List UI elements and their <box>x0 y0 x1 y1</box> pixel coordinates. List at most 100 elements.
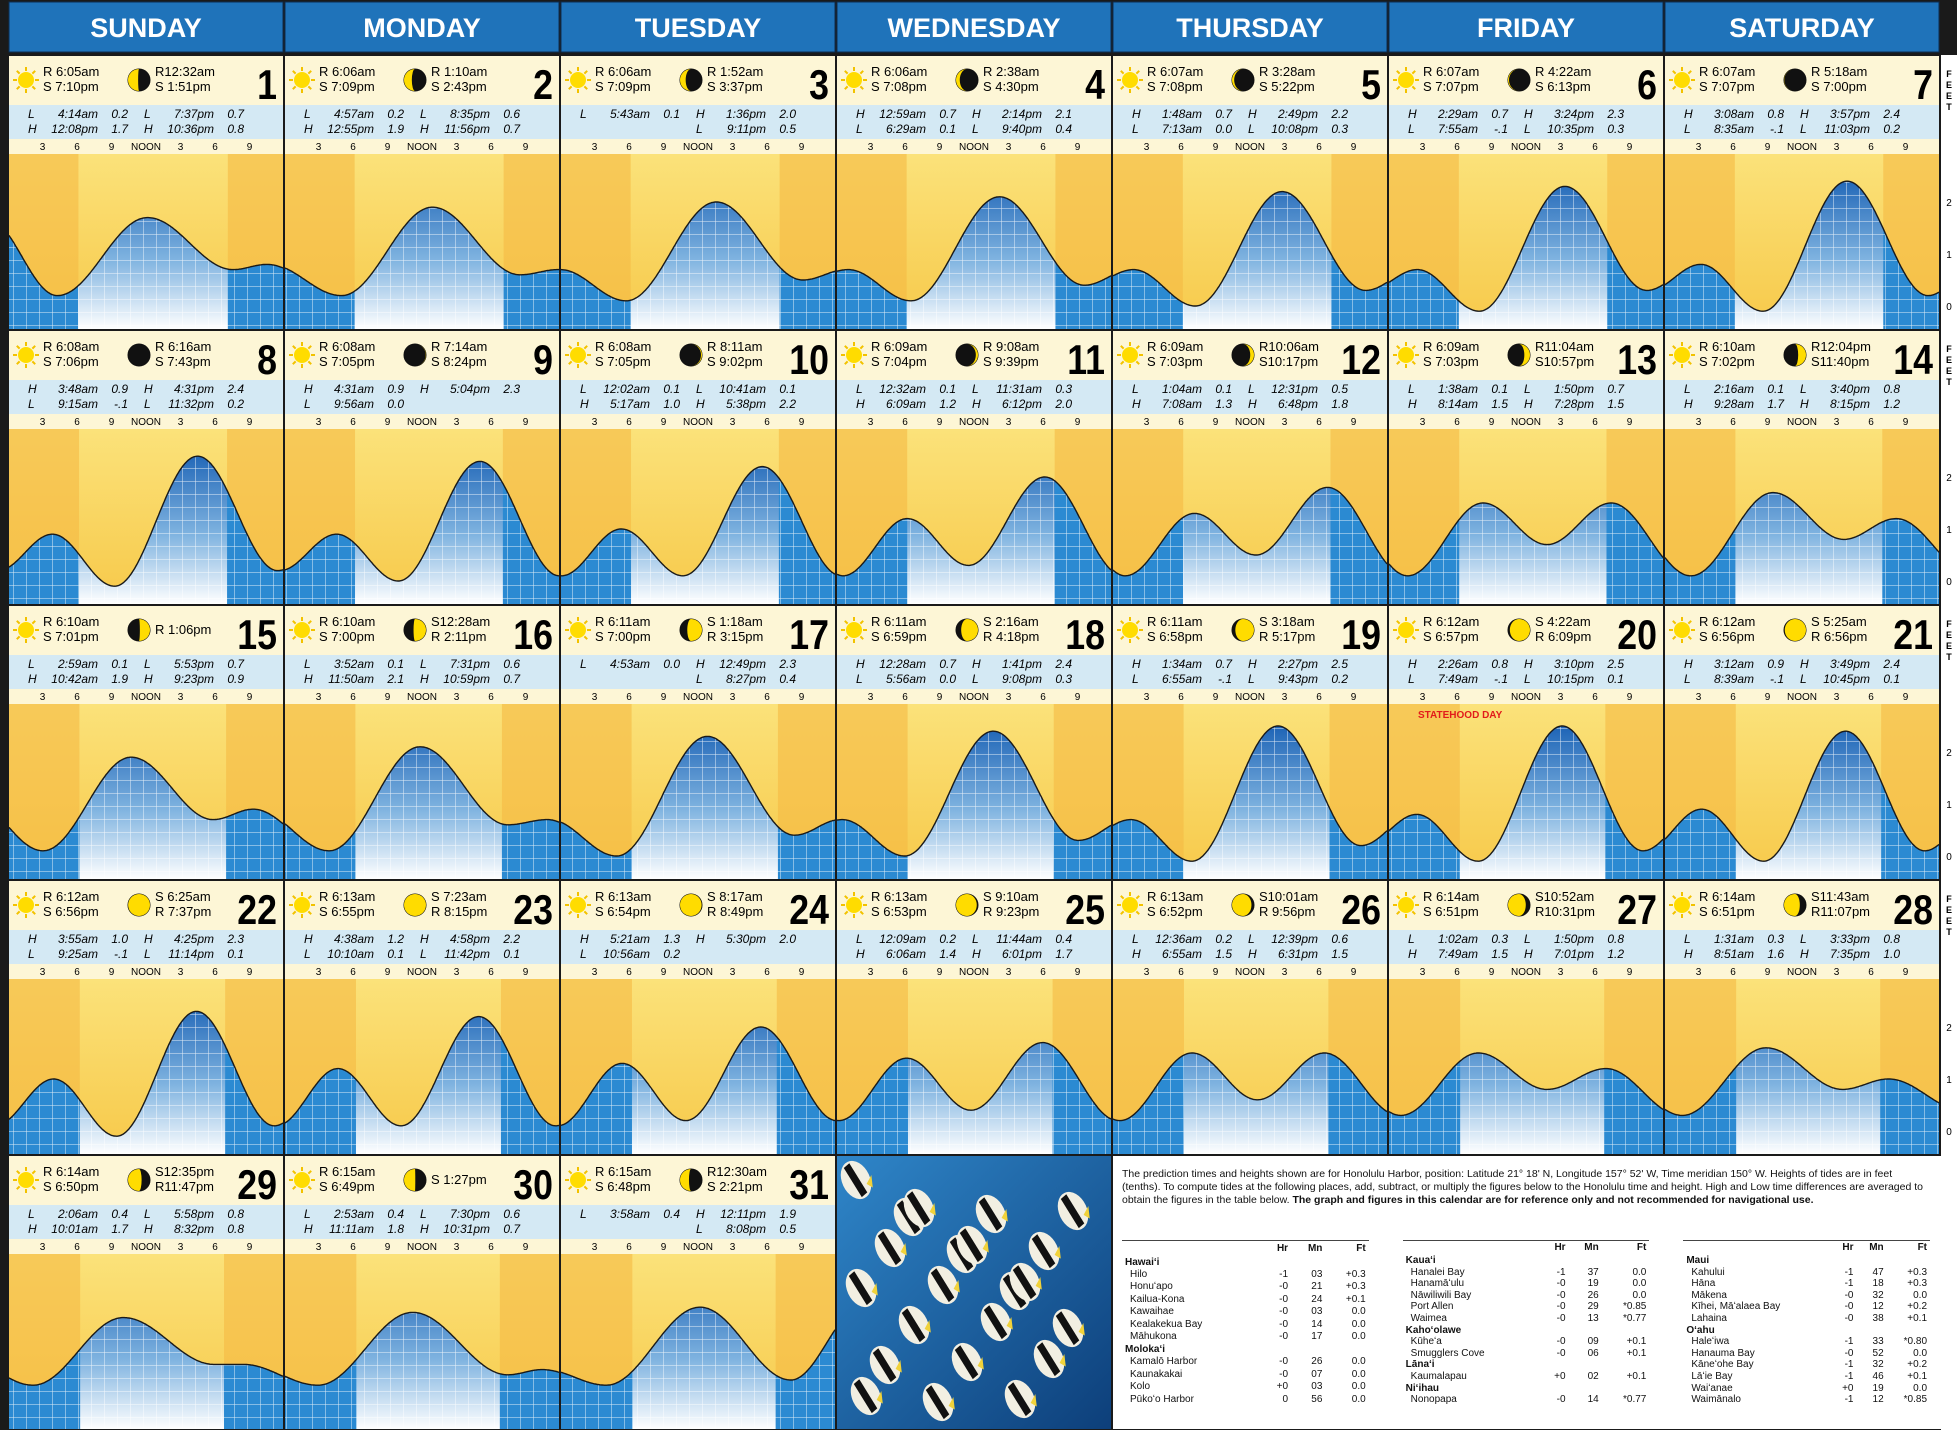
hour-label: 3 <box>730 417 736 428</box>
tide-height: 0.3 <box>1055 672 1072 686</box>
station-value: +0.1 <box>1907 1370 1928 1382</box>
hour-label: 6 <box>1316 417 1322 428</box>
hour-label: 6 <box>1592 967 1598 978</box>
station-row: Hanamāʻulu -0 19 0.0 <box>1403 1278 1650 1290</box>
sun-time: R 6:06am <box>595 64 651 79</box>
fish-fin <box>1078 1323 1085 1336</box>
station-value: 38 <box>1872 1312 1884 1324</box>
tide-band <box>1389 105 1663 139</box>
day-number: 8 <box>257 337 277 383</box>
station-value: 0 <box>1282 1393 1289 1405</box>
tide-time: 1:02am <box>1438 932 1478 946</box>
tide-band <box>1113 380 1387 414</box>
hour-label: 6 <box>1868 692 1874 703</box>
tide-height: 1.5 <box>1331 947 1348 961</box>
fish-fin <box>977 1357 984 1370</box>
station-value: +0.1 <box>1626 1336 1647 1348</box>
tide-time: 6:09am <box>886 397 926 411</box>
hour-band <box>837 689 1111 704</box>
station-row: Waiʻanae +0 19 0.0 <box>1683 1383 1930 1395</box>
station-value: -0 <box>1279 1368 1289 1380</box>
station-value: +0.3 <box>1907 1278 1928 1290</box>
tide-time: 6:01pm <box>1002 947 1042 961</box>
sun-ray <box>568 70 573 75</box>
tide-height: 1.6 <box>1767 947 1784 961</box>
region-row: Molokaʻi <box>1122 1343 1369 1355</box>
hour-label: 9 <box>1765 142 1771 153</box>
tide-band <box>285 105 559 139</box>
hour-label: NOON <box>1235 417 1265 428</box>
tide-height: 2.3 <box>778 657 796 671</box>
station-column: Hr Mn Ft Hawaiʻi Hilo -1 03 +0.3 Honuʻapo -0 21 +0.… <box>1122 1240 1369 1406</box>
sun-ray <box>16 345 21 350</box>
tide-band <box>1665 105 1939 139</box>
tide-height: 0.1 <box>387 947 404 961</box>
day-number: 12 <box>1341 337 1381 383</box>
hour-band <box>285 964 559 979</box>
tide-height: 0.1 <box>1215 382 1232 396</box>
moon-lit <box>1232 69 1243 92</box>
moon-time: S 1:51pm <box>155 79 211 94</box>
tide-height: 0.7 <box>503 1222 521 1236</box>
sun-ray <box>292 1185 297 1190</box>
hour-label: NOON <box>959 692 989 703</box>
station-value: -0 <box>1279 1293 1289 1305</box>
sun-ray <box>16 635 21 640</box>
feet-title: FEET <box>1944 344 1954 388</box>
tide-height: 0.0 <box>939 672 956 686</box>
hour-label: 3 <box>454 142 460 153</box>
hour-band <box>9 139 283 154</box>
tide-kind: L <box>1408 932 1415 946</box>
hour-band <box>9 964 283 979</box>
hour-label: 6 <box>74 1242 80 1253</box>
hour-label: 3 <box>40 692 46 703</box>
hour-label: 6 <box>212 692 218 703</box>
tide-time: 8:39am <box>1714 672 1754 686</box>
tide-height: 0.9 <box>111 382 128 396</box>
station-header-blank <box>1683 1240 1831 1255</box>
hour-label: 3 <box>454 417 460 428</box>
holiday-label: STATEHOOD DAY <box>1418 710 1503 721</box>
hour-label: 9 <box>247 142 253 153</box>
fish-stripe <box>1036 1342 1061 1377</box>
feet-label: 0 <box>1946 302 1952 313</box>
station-row: Lahaina -0 38 +0.1 <box>1683 1313 1930 1325</box>
tide-height: 0.7 <box>503 672 521 686</box>
station-value: -0 <box>1556 1289 1566 1301</box>
hour-label: 3 <box>316 967 322 978</box>
sun-time: R 6:07am <box>1147 64 1203 79</box>
station-row: Hanauma Bay -0 52 0.0 <box>1683 1348 1930 1360</box>
moon-time: R 1:10am <box>431 64 487 79</box>
sun-time: S 7:09pm <box>595 79 651 94</box>
sun-ray <box>292 85 297 90</box>
sun-ray <box>1120 70 1125 75</box>
sun-ray <box>859 360 864 365</box>
moon-lit <box>961 619 978 641</box>
sun-icon <box>570 622 586 638</box>
hour-label: NOON <box>1787 967 1817 978</box>
station-row: Haleʻiwa -1 33 *0.80 <box>1683 1336 1930 1348</box>
tide-time: 7:28pm <box>1554 397 1594 411</box>
hour-label: 6 <box>488 1242 494 1253</box>
sun-ray <box>859 620 864 625</box>
feet-label: 1 <box>1946 800 1952 811</box>
sun-icon <box>18 72 34 88</box>
sun-time: S 7:05pm <box>595 354 651 369</box>
station-name: Nāwiliwili Bay <box>1410 1289 1472 1301</box>
tide-height: 1.5 <box>1491 397 1508 411</box>
sun-icon <box>18 622 34 638</box>
sun-time: S 7:04pm <box>871 354 927 369</box>
tide-time: 5:21am <box>610 932 650 946</box>
station-value: 0.0 <box>1351 1381 1366 1393</box>
tide-height: 1.5 <box>1607 397 1624 411</box>
region-name: Molokaʻi <box>1125 1343 1166 1355</box>
fish-fin <box>1006 1317 1013 1330</box>
hour-band <box>561 139 835 154</box>
sun-ray <box>31 1170 36 1175</box>
tide-kind: H <box>1132 657 1141 671</box>
sun-ray <box>1135 635 1140 640</box>
tide-curve <box>8 756 284 852</box>
sun-ray <box>1396 895 1401 900</box>
sun-time: S 6:49pm <box>319 1179 375 1194</box>
hour-label: 9 <box>1213 417 1219 428</box>
